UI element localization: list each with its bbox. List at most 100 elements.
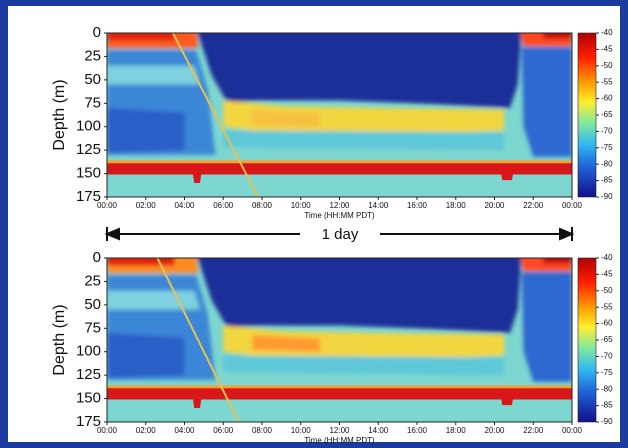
colorbar-tick-label: -45	[601, 270, 613, 279]
x-tick-label: 16:00	[407, 426, 428, 435]
colorbar	[577, 32, 597, 198]
y-tick-label: 75	[84, 319, 101, 336]
colorbar-tick-label: -45	[601, 45, 613, 54]
x-tick-label: 02:00	[136, 201, 157, 210]
x-tick-label: 06:00	[213, 426, 234, 435]
echo-region	[192, 168, 202, 183]
y-tick-label: 0	[93, 249, 101, 266]
echogram	[107, 258, 572, 422]
y-tick-label: 50	[84, 296, 101, 313]
colorbar-tick-label: -55	[601, 77, 613, 86]
colorbar-tick-label: -80	[601, 384, 613, 393]
echo-band	[107, 388, 572, 400]
echo-region	[223, 325, 505, 362]
echo-region	[223, 355, 505, 376]
x-tick-label: 06:00	[213, 201, 234, 210]
x-tick-label: 00:00	[97, 201, 118, 210]
x-tick-label: 00:00	[562, 201, 583, 210]
echo-region	[542, 33, 572, 39]
x-tick-label: 14:00	[368, 426, 389, 435]
echo-region	[192, 393, 202, 408]
x-tick-label: 18:00	[446, 426, 467, 435]
x-tick-label: 14:00	[368, 201, 389, 210]
colorbar-tick-label: -60	[601, 94, 613, 103]
label-bg	[300, 224, 380, 244]
x-tick-label: 04:00	[174, 201, 195, 210]
colorbar-tick-label: -90	[601, 192, 613, 201]
x-tick-label: 22:00	[523, 426, 544, 435]
colorbar-tick-label: -50	[601, 61, 613, 70]
x-tick-label: 00:00	[97, 426, 118, 435]
echo-region	[107, 33, 175, 41]
colorbar-tick-label: -40	[601, 253, 613, 262]
x-tick-label: 16:00	[407, 201, 428, 210]
x-tick-label: 22:00	[523, 201, 544, 210]
colorbar-tick-label: -90	[601, 417, 613, 426]
echo-region	[500, 393, 514, 406]
y-tick-label: 150	[76, 390, 101, 407]
echo-region	[107, 107, 185, 153]
colorbar-tick-label: -85	[601, 176, 613, 185]
echo-region	[252, 109, 321, 127]
colorbar-tick-label: -70	[601, 352, 613, 361]
echo-trace	[156, 258, 240, 422]
colorbar-tick-label: -65	[601, 110, 613, 119]
y-tick-label: 125	[76, 141, 101, 158]
y-tick-label: 175	[76, 413, 101, 430]
echo-soft	[107, 258, 572, 382]
echo-region	[223, 130, 505, 151]
colorbar	[577, 257, 597, 423]
echo-trace	[171, 33, 260, 197]
colorbar-tick-label: -60	[601, 319, 613, 328]
echo-region	[197, 258, 522, 333]
y-tick-label: 100	[76, 343, 101, 360]
colorbar-tick-label: -40	[601, 28, 613, 37]
colorbar-tick-label: -65	[601, 335, 613, 344]
x-tick-label: 18:00	[446, 201, 467, 210]
echogram	[107, 33, 572, 197]
y-tick-label: 25	[84, 47, 101, 64]
echo-region	[107, 332, 185, 378]
echo-region	[252, 334, 321, 352]
echo-soft	[107, 33, 572, 157]
x-tick-label: 10:00	[291, 426, 312, 435]
x-axis-label: Time (HH:MM PDT)	[304, 436, 375, 445]
echo-region	[521, 272, 572, 382]
y-tick-label: 0	[93, 24, 101, 41]
x-tick-label: 12:00	[329, 426, 350, 435]
scale-label: 1 day	[322, 226, 359, 243]
x-tick-label: 12:00	[329, 201, 350, 210]
y-tick-label: 75	[84, 94, 101, 111]
x-tick-label: 04:00	[174, 426, 195, 435]
echo-region	[223, 100, 505, 137]
echo-band	[107, 385, 572, 390]
echo-region	[107, 290, 200, 310]
y-tick-label: 150	[76, 165, 101, 182]
y-tick-label: 125	[76, 366, 101, 383]
colorbar-tick-label: -75	[601, 143, 613, 152]
y-tick-label: 175	[76, 188, 101, 205]
echo-band	[107, 163, 572, 175]
y-axis-label: Depth (m)	[51, 79, 68, 150]
colorbar-tick-label: -85	[601, 401, 613, 410]
y-tick-label: 100	[76, 118, 101, 135]
colorbar-tick-label: -50	[601, 286, 613, 295]
x-tick-label: 08:00	[252, 426, 273, 435]
colorbar-tick-label: -55	[601, 302, 613, 311]
echo-region	[107, 65, 200, 85]
colorbar-tick-label: -80	[601, 159, 613, 168]
echo-region	[542, 258, 572, 264]
x-tick-label: 02:00	[136, 426, 157, 435]
x-tick-label: 00:00	[562, 426, 583, 435]
y-axis-label: Depth (m)	[51, 304, 68, 375]
echo-region	[500, 168, 514, 181]
y-tick-label: 25	[84, 272, 101, 289]
y-tick-label: 50	[84, 71, 101, 88]
x-axis-label: Time (HH:MM PDT)	[304, 211, 375, 220]
colorbar-tick-label: -70	[601, 127, 613, 136]
x-tick-label: 20:00	[484, 201, 505, 210]
colorbar-tick-label: -75	[601, 368, 613, 377]
x-tick-label: 20:00	[484, 426, 505, 435]
x-tick-label: 08:00	[252, 201, 273, 210]
